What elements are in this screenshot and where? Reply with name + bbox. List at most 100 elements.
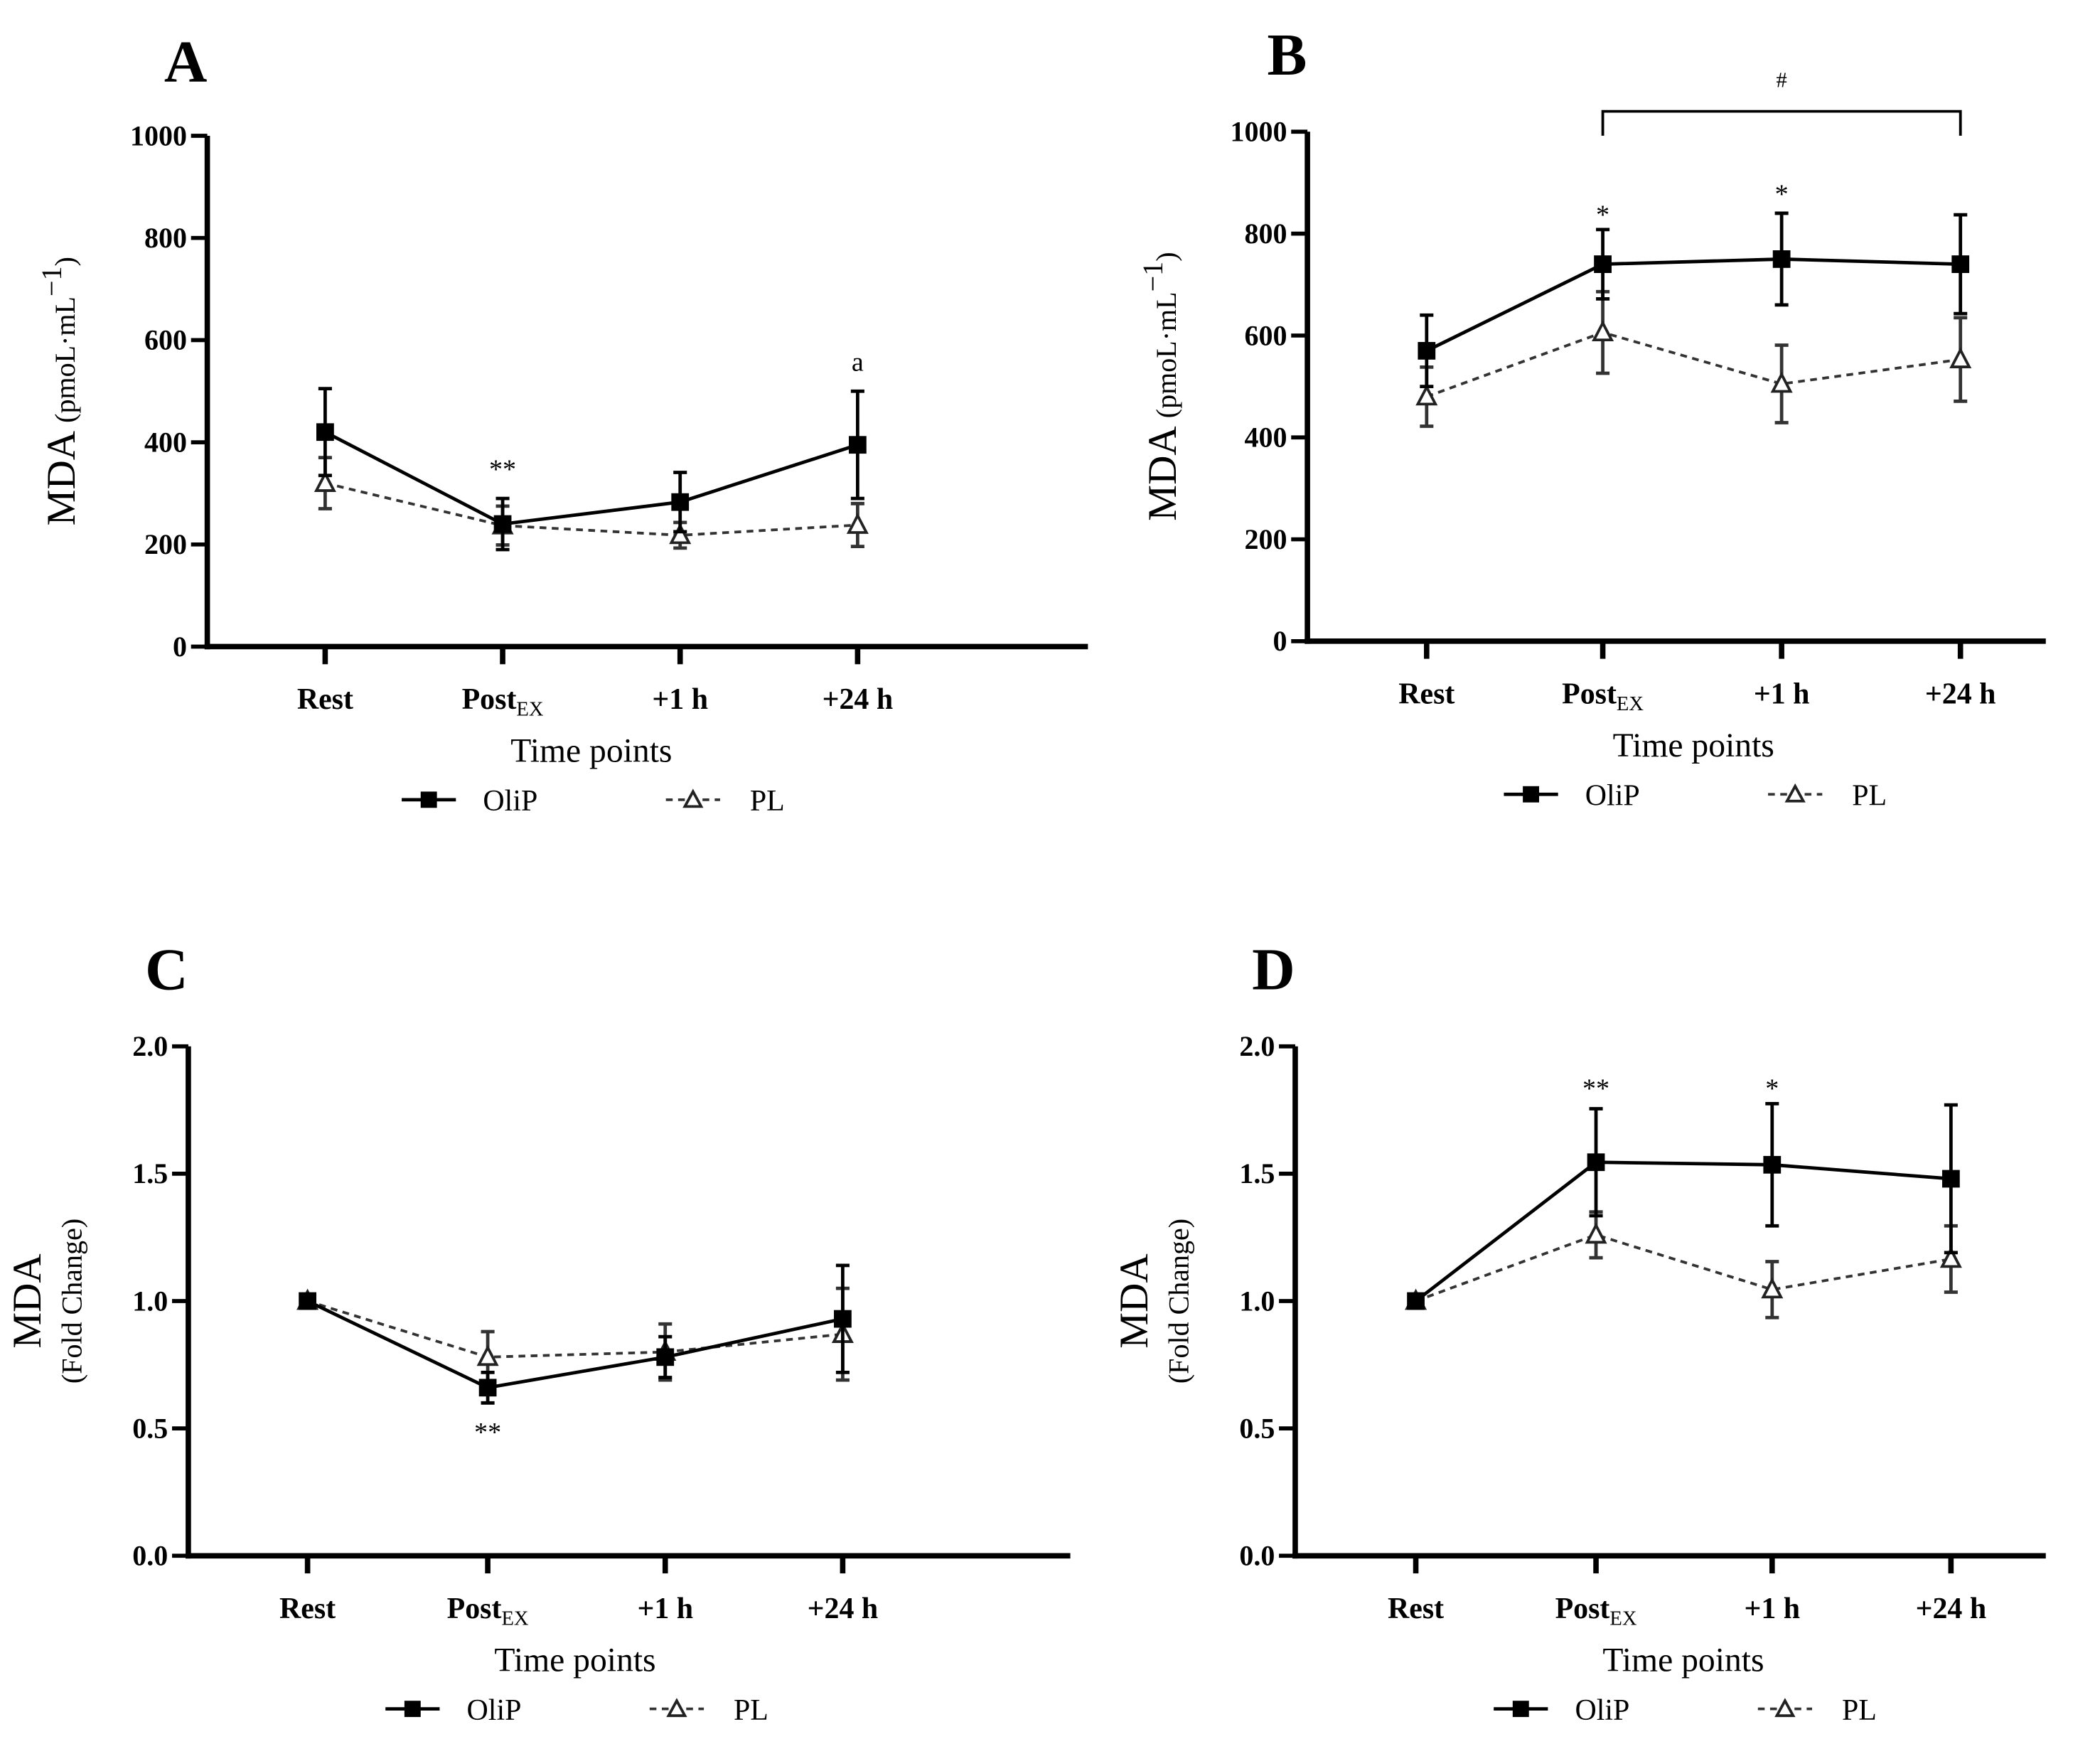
x-tick-label-main: Post <box>462 683 517 716</box>
series-line <box>1426 331 1961 398</box>
data-point-triangle <box>476 1344 499 1366</box>
x-tick-label-main: +1 h <box>1744 1593 1800 1625</box>
x-tick-label: +24 h <box>808 1593 879 1625</box>
significance-annotation: ** <box>489 454 516 484</box>
legend-oliP-label: OliP <box>467 1694 522 1727</box>
x-axis-title: Time points <box>1602 1642 1764 1679</box>
x-tick-label: Rest <box>297 683 353 716</box>
y-axis-subtitle: (Fold Change) <box>55 1219 87 1384</box>
x-tick-label: +1 h <box>652 683 708 716</box>
series-pl <box>1405 1210 1962 1320</box>
series-line <box>1415 1160 1951 1302</box>
x-tick-label: PostEX <box>462 683 544 721</box>
x-tick-label: +24 h <box>1925 678 1996 711</box>
x-tick-label-main: Rest <box>1388 1593 1444 1625</box>
legend-oliP-marker <box>404 1701 421 1718</box>
significance-annotation: * <box>1775 180 1789 210</box>
x-tick-label: PostEX <box>447 1593 529 1630</box>
x-tick-label: PostEX <box>1555 1593 1637 1630</box>
data-point-square <box>1763 1155 1782 1174</box>
legend: OliP PL <box>402 785 785 818</box>
x-tick-label: +1 h <box>1744 1593 1800 1625</box>
panel-label: C <box>145 937 188 1003</box>
y-axis-title: MDA (pmoL·mL−1) <box>36 257 84 525</box>
series-olip <box>316 387 867 552</box>
y-tick-label: 400 <box>144 426 187 458</box>
significance-annotation: ** <box>1582 1074 1609 1103</box>
legend: OliP PL <box>1494 1694 1877 1727</box>
data-point-triangle <box>1592 320 1614 342</box>
data-point-square <box>493 515 512 533</box>
y-axis-title-sup: −1 <box>1137 262 1169 292</box>
data-point-triangle <box>1770 371 1793 393</box>
x-tick-label: Rest <box>279 1593 336 1625</box>
series-line <box>1425 257 1961 353</box>
x-tick-label-main: Post <box>1562 678 1617 711</box>
legend-oliP-marker <box>1523 786 1539 803</box>
significance-bracket <box>1601 109 1962 136</box>
y-axis-subtitle: (Fold Change) <box>1162 1219 1194 1384</box>
significance-annotation: a <box>852 348 864 378</box>
legend-pl-label: PL <box>734 1694 768 1727</box>
x-tick-label-main: +1 h <box>1754 678 1810 711</box>
data-point-square <box>834 1310 852 1328</box>
y-axis-title: MDA <box>5 1253 50 1348</box>
legend: OliP PL <box>1504 779 1887 812</box>
series-line <box>307 1300 843 1359</box>
panel-label: D <box>1252 937 1295 1003</box>
legend-pl-label: PL <box>1852 779 1887 812</box>
y-tick-label: 0.0 <box>1239 1540 1275 1572</box>
series-olip <box>299 1263 852 1405</box>
legend-oliP-label: OliP <box>483 785 537 818</box>
bracket-label: # <box>1777 68 1787 92</box>
x-tick-label-main: Post <box>1555 1593 1610 1625</box>
data-point-triangle <box>669 523 692 545</box>
series-line <box>324 430 859 526</box>
y-axis-title-sup: −1 <box>36 266 68 296</box>
y-tick-label: 800 <box>144 222 187 254</box>
legend-pl-marker <box>666 1698 687 1718</box>
significance-annotation: ** <box>474 1418 501 1448</box>
x-tick-label: Rest <box>1388 1593 1444 1625</box>
x-tick-label-subscript: EX <box>1609 1607 1636 1630</box>
y-tick-label: 200 <box>1244 523 1287 555</box>
data-point-triangle <box>1939 1246 1962 1268</box>
data-point-triangle <box>1585 1222 1607 1244</box>
y-tick-label: 0.5 <box>132 1412 168 1444</box>
series-line <box>306 1299 843 1390</box>
y-tick-label: 1000 <box>1230 116 1287 148</box>
y-tick-label: 400 <box>1244 422 1287 454</box>
data-point-square <box>1587 1153 1605 1172</box>
x-tick-label: +24 h <box>823 683 894 716</box>
series-olip <box>1407 1101 1960 1310</box>
x-tick-label-main: +24 h <box>1916 1593 1987 1625</box>
y-axis-title-unit: (pmoL·mL <box>49 296 81 423</box>
x-tick-label-subscript: EX <box>516 699 543 721</box>
y-tick-label: 600 <box>1244 319 1287 351</box>
legend-oliP-label: OliP <box>1575 1694 1630 1727</box>
legend-oliP-marker <box>420 791 437 808</box>
y-axis-title-close: ) <box>1150 252 1182 261</box>
y-axis-title-main: MDA <box>1140 418 1185 521</box>
y-axis-title-close: ) <box>49 257 81 266</box>
x-tick-label-main: +24 h <box>823 683 894 716</box>
y-tick-label: 1.5 <box>1239 1157 1275 1189</box>
y-tick-label: 600 <box>144 324 187 356</box>
x-tick-label: Rest <box>1398 678 1455 711</box>
panel-a: A 0 200 400 600 800 1000 Rest PostEX +1 h +24 h Tim… <box>36 29 1088 818</box>
y-axis-title-unit: (pmoL·mL <box>1150 291 1182 418</box>
data-point-square <box>1772 250 1791 268</box>
data-point-square <box>1594 255 1612 273</box>
legend-pl-marker <box>1774 1698 1796 1718</box>
x-tick-label-main: +24 h <box>808 1593 879 1625</box>
legend-pl-marker <box>682 788 704 808</box>
data-point-triangle <box>1761 1277 1784 1299</box>
series-olip <box>1418 211 1970 388</box>
data-point-square <box>656 1348 675 1366</box>
x-axis-title: Time points <box>494 1642 655 1679</box>
y-axis-title: MDA <box>1112 1253 1157 1348</box>
y-tick-label: 1.5 <box>132 1157 168 1189</box>
x-tick-label-subscript: EX <box>501 1607 528 1630</box>
data-point-triangle <box>1415 384 1438 406</box>
